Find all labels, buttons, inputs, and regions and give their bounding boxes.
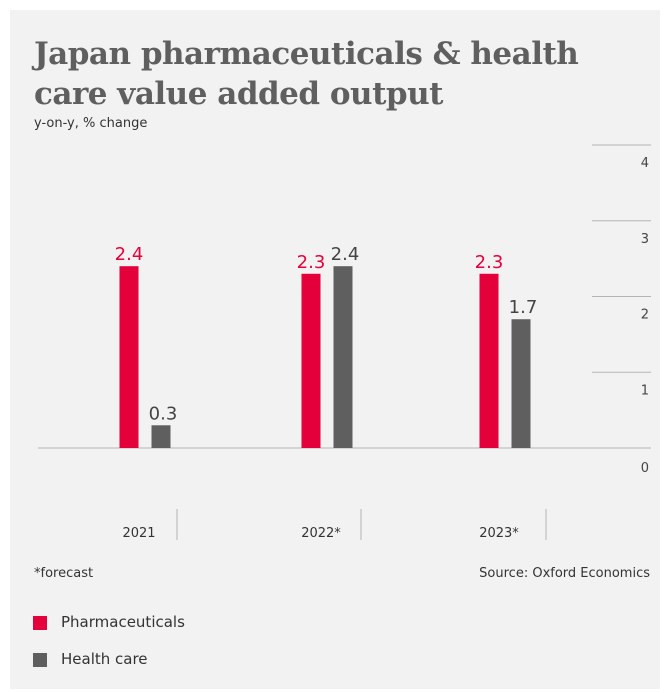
forecast-footnote: *forecast (34, 566, 94, 581)
y-tick-label: 3 (641, 232, 649, 247)
y-tick-label: 4 (641, 156, 649, 171)
legend-swatch-health-care (33, 653, 47, 667)
x-category-label: 2023* (479, 526, 519, 541)
source-note: Source: Oxford Economics (479, 566, 650, 581)
bar-health-care-2 (511, 319, 531, 448)
data-label-pharmaceuticals: 2.4 (115, 244, 144, 265)
chart-title: Japan pharmaceuticals & health care valu… (34, 36, 579, 112)
data-label-health-care: 2.4 (331, 244, 360, 265)
legend-swatch-pharmaceuticals (33, 616, 47, 630)
data-label-pharmaceuticals: 2.3 (475, 252, 504, 273)
bar-health-care-1 (333, 266, 353, 448)
y-tick-label: 1 (641, 383, 649, 398)
y-tick-label: 2 (641, 308, 649, 323)
bar-pharmaceuticals-1 (301, 273, 321, 448)
x-category-label: 2021 (122, 526, 155, 541)
x-category-label: 2022* (301, 526, 341, 541)
legend-label-health-care: Health care (61, 650, 148, 668)
data-label-pharmaceuticals: 2.3 (297, 252, 326, 273)
y-tick-label: 0 (641, 461, 649, 476)
bar-pharmaceuticals-2 (479, 273, 499, 448)
chart-subtitle: y-on-y, % change (34, 116, 148, 131)
bar-health-care-0 (151, 425, 171, 448)
legend-label-pharmaceuticals: Pharmaceuticals (61, 613, 185, 631)
data-label-health-care: 1.7 (509, 297, 538, 318)
bar-pharmaceuticals-0 (119, 266, 139, 448)
data-label-health-care: 0.3 (149, 403, 178, 424)
